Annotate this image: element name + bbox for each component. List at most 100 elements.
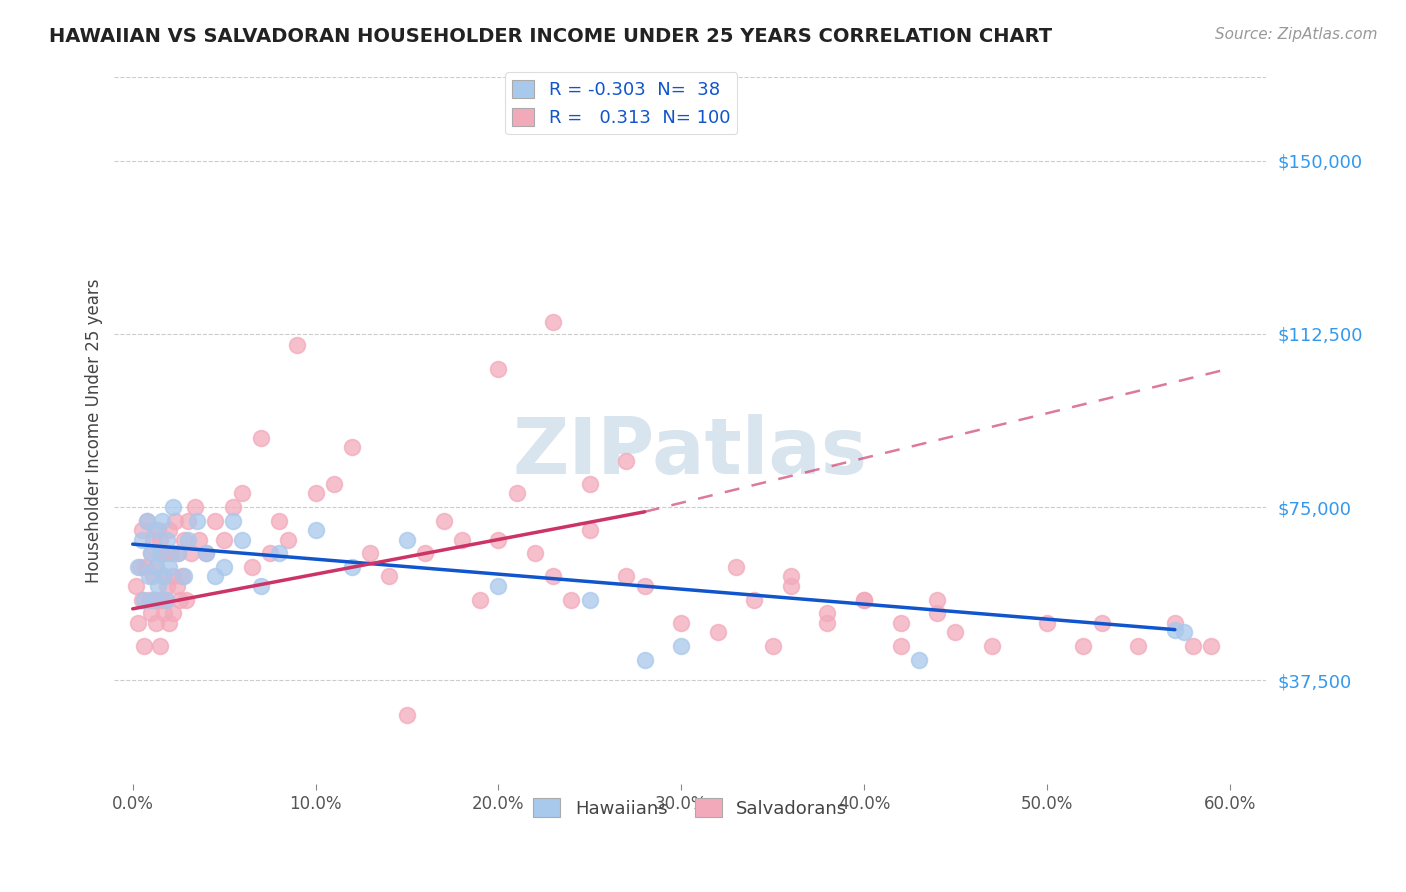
Point	[541, 569, 564, 583]
Point	[267, 546, 290, 560]
Point	[143, 592, 166, 607]
Point	[1073, 639, 1095, 653]
Point	[890, 639, 912, 653]
Point	[155, 546, 177, 560]
Point	[134, 560, 156, 574]
Point	[152, 569, 174, 583]
Point	[127, 560, 149, 574]
Point	[817, 607, 839, 621]
Point	[156, 533, 179, 547]
Point	[145, 560, 167, 574]
Point	[131, 523, 153, 537]
Point	[578, 592, 600, 607]
Point	[180, 546, 202, 560]
Point	[160, 546, 183, 560]
Point	[132, 592, 155, 607]
Point	[170, 569, 193, 583]
Text: HAWAIIAN VS SALVADORAN HOUSEHOLDER INCOME UNDER 25 YEARS CORRELATION CHART: HAWAIIAN VS SALVADORAN HOUSEHOLDER INCOM…	[49, 27, 1052, 45]
Point	[1036, 615, 1059, 630]
Point	[450, 533, 472, 547]
Point	[132, 639, 155, 653]
Point	[853, 592, 876, 607]
Point	[204, 514, 226, 528]
Point	[136, 514, 159, 528]
Point	[139, 607, 162, 621]
Point	[212, 560, 235, 574]
Point	[1201, 639, 1223, 653]
Point	[669, 615, 692, 630]
Point	[176, 533, 198, 547]
Point	[173, 533, 195, 547]
Point	[150, 514, 173, 528]
Point	[304, 486, 326, 500]
Point	[150, 592, 173, 607]
Point	[148, 523, 170, 537]
Point	[173, 569, 195, 583]
Point	[780, 569, 803, 583]
Point	[908, 653, 931, 667]
Point	[240, 560, 263, 574]
Point	[1164, 615, 1187, 630]
Point	[395, 708, 418, 723]
Point	[486, 579, 509, 593]
Point	[578, 523, 600, 537]
Point	[725, 560, 748, 574]
Point	[162, 500, 184, 515]
Point	[259, 546, 281, 560]
Point	[304, 523, 326, 537]
Point	[212, 533, 235, 547]
Point	[163, 514, 186, 528]
Point	[322, 477, 344, 491]
Point	[157, 560, 180, 574]
Point	[150, 546, 173, 560]
Point	[142, 592, 165, 607]
Point	[1091, 615, 1114, 630]
Point	[166, 579, 188, 593]
Point	[148, 579, 170, 593]
Point	[377, 569, 399, 583]
Point	[1128, 639, 1150, 653]
Point	[222, 514, 245, 528]
Point	[523, 546, 546, 560]
Point	[340, 560, 363, 574]
Point	[127, 615, 149, 630]
Point	[167, 546, 190, 560]
Y-axis label: Householder Income Under 25 years: Householder Income Under 25 years	[86, 278, 103, 583]
Point	[707, 624, 730, 639]
Point	[143, 523, 166, 537]
Point	[249, 579, 271, 593]
Point	[744, 592, 766, 607]
Point	[927, 592, 949, 607]
Point	[142, 569, 165, 583]
Point	[890, 615, 912, 630]
Point	[204, 569, 226, 583]
Point	[174, 592, 197, 607]
Point	[395, 533, 418, 547]
Point	[162, 569, 184, 583]
Point	[249, 431, 271, 445]
Point	[468, 592, 491, 607]
Point	[413, 546, 436, 560]
Point	[187, 533, 209, 547]
Point	[277, 533, 299, 547]
Legend: Hawaiians, Salvadorans: Hawaiians, Salvadorans	[526, 791, 855, 825]
Point	[148, 592, 170, 607]
Point	[138, 569, 160, 583]
Point	[145, 560, 167, 574]
Point	[169, 592, 191, 607]
Point	[486, 533, 509, 547]
Point	[149, 533, 172, 547]
Point	[762, 639, 785, 653]
Point	[359, 546, 381, 560]
Point	[157, 523, 180, 537]
Point	[145, 615, 167, 630]
Point	[614, 569, 637, 583]
Point	[131, 592, 153, 607]
Point	[149, 546, 172, 560]
Point	[184, 500, 207, 515]
Point	[194, 546, 217, 560]
Point	[1164, 623, 1187, 637]
Point	[231, 486, 253, 500]
Point	[981, 639, 1004, 653]
Point	[149, 639, 172, 653]
